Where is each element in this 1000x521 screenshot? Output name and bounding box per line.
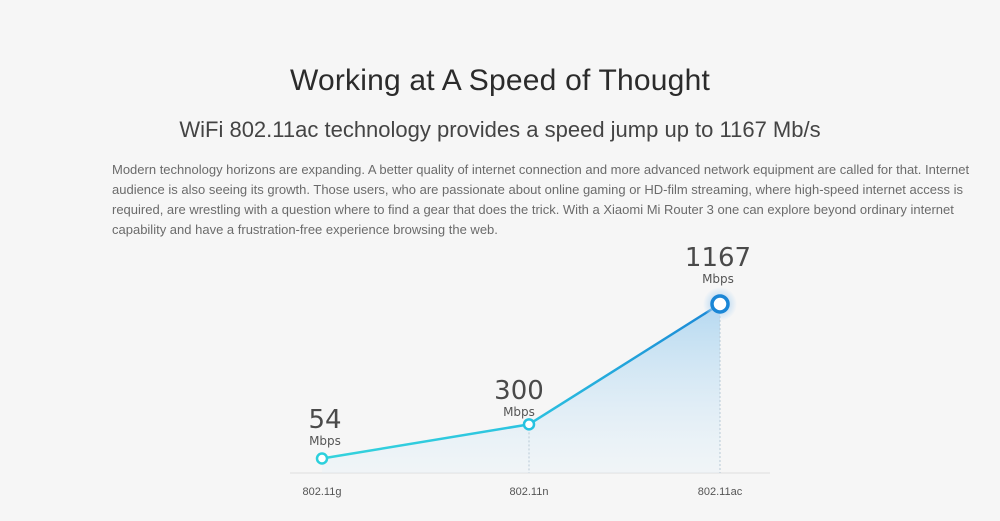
- unit-label-802.11g: Mbps: [309, 434, 341, 448]
- x-tick-label-802.11ac: 802.11ac: [698, 486, 743, 498]
- data-point-802.11ac: [710, 294, 730, 314]
- page-subtitle: WiFi 802.11ac technology provides a spee…: [179, 117, 821, 142]
- data-point-802.11g: [315, 452, 329, 465]
- value-label-802.11ac: 1167: [685, 243, 751, 273]
- data-point-802.11n: [522, 418, 536, 431]
- page-title: Working at A Speed of Thought: [290, 64, 710, 97]
- series-line-segment: [527, 302, 722, 426]
- value-label-802.11n: 300: [494, 376, 544, 406]
- area-fill: [322, 304, 720, 473]
- description-paragraph: Modern technology horizons are expanding…: [112, 162, 970, 237]
- x-tick-label-802.11n: 802.11n: [510, 486, 549, 498]
- value-label-802.11g: 54: [308, 405, 341, 435]
- unit-label-802.11n: Mbps: [503, 405, 535, 419]
- unit-label-802.11ac: Mbps: [702, 272, 734, 286]
- series-line-segment: [320, 423, 531, 460]
- x-tick-label-802.11g: 802.11g: [303, 486, 342, 498]
